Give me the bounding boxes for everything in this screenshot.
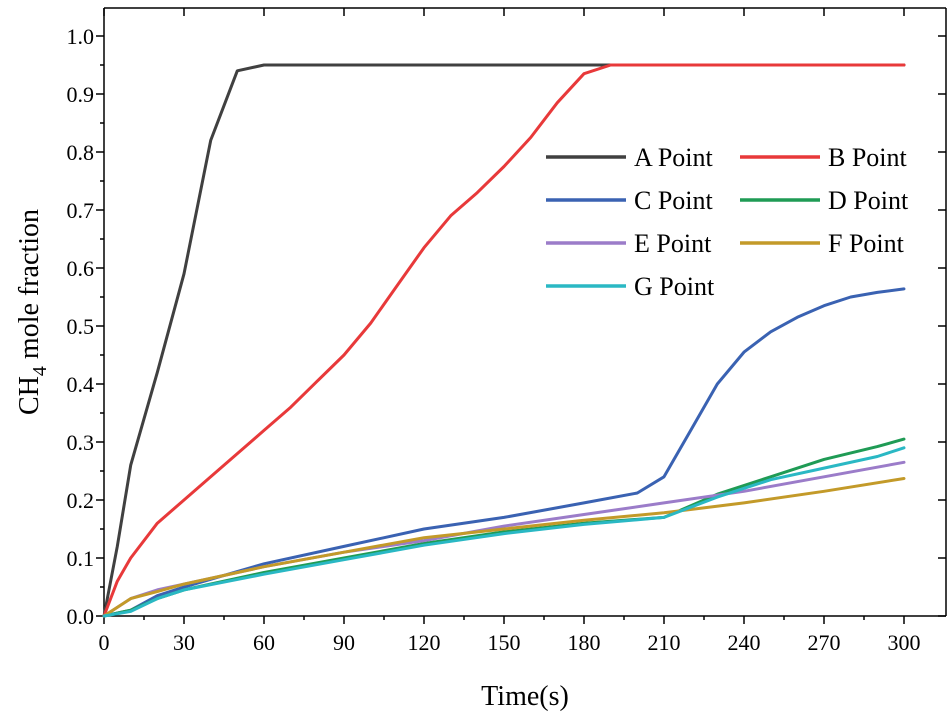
x-tick-label: 180 — [568, 630, 601, 655]
series-line-e-point — [102, 460, 906, 618]
x-tick-label: 90 — [333, 630, 355, 655]
legend-label-c-point: C Point — [634, 186, 714, 215]
y-tick-label: 1.0 — [67, 24, 95, 49]
y-tick-label: 0.9 — [67, 82, 95, 107]
legend-label-f-point: F Point — [828, 229, 905, 258]
legend-label-b-point: B Point — [828, 143, 908, 172]
series-group — [102, 63, 906, 618]
series-line-f-point — [102, 477, 906, 618]
y-tick-label: 0.5 — [67, 314, 95, 339]
legend-label-d-point: D Point — [828, 186, 909, 215]
x-tick-label: 120 — [408, 630, 441, 655]
x-tick-label: 30 — [173, 630, 195, 655]
y-tick-label: 0.6 — [67, 256, 95, 281]
legend-label-e-point: E Point — [634, 229, 712, 258]
x-tick-label: 60 — [253, 630, 275, 655]
x-tick-label: 270 — [808, 630, 841, 655]
y-tick-label: 0.4 — [67, 372, 95, 397]
series-line-c-point — [102, 287, 906, 618]
y-axis-title: CH4 mole fraction — [14, 209, 51, 415]
x-tick-label: 210 — [648, 630, 681, 655]
y-tick-label: 0.8 — [67, 140, 95, 165]
axes — [103, 7, 947, 617]
series-line-b-point — [102, 63, 906, 618]
x-tick-label: 150 — [488, 630, 521, 655]
x-tick-label: 300 — [888, 630, 921, 655]
y-tick-label: 0.2 — [67, 488, 95, 513]
y-tick-label: 0.1 — [67, 546, 95, 571]
x-tick-label: 240 — [728, 630, 761, 655]
x-tick-label: 0 — [99, 630, 110, 655]
series-line-a-point — [102, 63, 906, 618]
legend-label-g-point: G Point — [634, 272, 715, 301]
y-tick-label: 0.3 — [67, 430, 95, 455]
legend-label-a-point: A Point — [634, 143, 714, 172]
series-line-g-point — [102, 446, 906, 618]
y-tick-label: 0.7 — [67, 198, 95, 223]
y-tick-label: 0.0 — [67, 604, 95, 629]
x-axis-title: Time(s) — [481, 681, 569, 712]
legend: A Point B Point C Point D Point E Point F Poi… — [546, 143, 909, 301]
